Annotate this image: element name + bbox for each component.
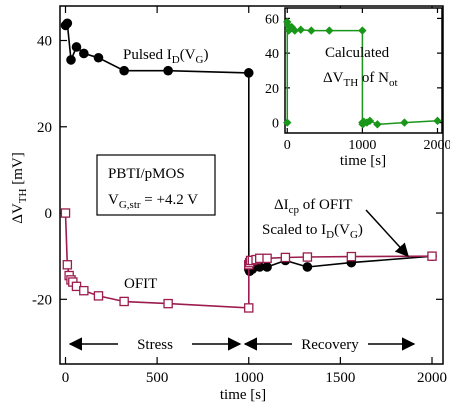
data-point	[66, 55, 76, 65]
y-tick-label: 20	[265, 82, 279, 97]
delta-icp-line1: ΔIcp of OFIT	[274, 197, 352, 216]
condition-box	[96, 154, 216, 216]
data-point	[243, 68, 254, 78]
data-point	[254, 262, 265, 272]
inset-x-axis-title: time [s]	[340, 153, 386, 169]
data-point	[163, 298, 173, 309]
data-point	[433, 116, 442, 126]
data-point	[296, 25, 305, 34]
condition-box-line1: PBTI/pMOS	[108, 166, 185, 182]
series-label-pulsed: Pulsed ID(VG)	[123, 47, 208, 66]
stress-label: Stress	[137, 337, 173, 353]
data-point	[79, 48, 89, 59]
y-tick-label: 40	[37, 34, 52, 50]
data-point	[93, 291, 104, 301]
data-point	[307, 26, 316, 35]
delta-icp-arrow	[365, 209, 409, 257]
data-point	[400, 118, 409, 127]
delta-icp-line2: Scaled to ID(VG)	[262, 222, 363, 241]
data-point	[71, 42, 82, 52]
data-point	[365, 116, 375, 126]
inset-title-line2: ΔVTH of Not	[323, 70, 398, 89]
x-tick-label: 1000	[348, 138, 376, 153]
data-point	[302, 262, 313, 272]
data-point	[93, 52, 104, 63]
data-point	[119, 296, 129, 307]
data-point	[262, 262, 272, 272]
x-tick-label: 0	[284, 138, 291, 153]
y-tick-label: 20	[37, 120, 52, 136]
x-tick-label: 1500	[325, 370, 355, 386]
series-label-ofit: OFIT	[124, 276, 157, 292]
y-tick-label: 0	[45, 206, 53, 222]
inset-axis-ticks: 0 1000 2000 0 20 40 60	[265, 8, 450, 153]
data-point	[373, 120, 382, 129]
data-point	[290, 26, 299, 35]
y-tick-label: 60	[265, 12, 279, 27]
data-point	[283, 118, 292, 127]
x-tick-label: 2000	[423, 138, 450, 153]
data-point	[62, 18, 73, 29]
data-point	[244, 303, 254, 313]
main-plot-frame	[59, 5, 444, 365]
y-tick-label: -20	[32, 292, 52, 308]
y-tick-label: 0	[272, 117, 279, 132]
condition-box-line2: VG,str = +4.2 V	[108, 192, 198, 211]
main-y-axis-title: ΔVTH [mV]	[10, 152, 29, 223]
x-tick-label: 500	[146, 370, 169, 386]
x-tick-label: 2000	[417, 370, 447, 386]
data-point	[262, 253, 272, 264]
data-point	[62, 260, 73, 270]
data-point	[362, 118, 372, 127]
data-point	[79, 285, 89, 296]
recovery-label: Recovery	[301, 337, 359, 353]
data-point	[427, 251, 437, 261]
x-tick-label: 1000	[234, 370, 264, 386]
inset-title-line1: Calculated	[325, 45, 390, 61]
data-point	[119, 65, 129, 76]
data-point	[280, 252, 291, 263]
data-point	[346, 251, 357, 262]
data-point	[325, 26, 334, 35]
inset-data-layer	[283, 17, 442, 129]
data-point	[302, 252, 313, 262]
main-x-axis-title: time [s]	[220, 387, 266, 403]
x-tick-label: 0	[62, 370, 70, 386]
y-tick-label: 40	[265, 47, 279, 62]
data-point	[358, 26, 367, 35]
data-point	[60, 208, 71, 218]
data-point	[163, 65, 173, 76]
main-data-layer	[60, 18, 437, 313]
